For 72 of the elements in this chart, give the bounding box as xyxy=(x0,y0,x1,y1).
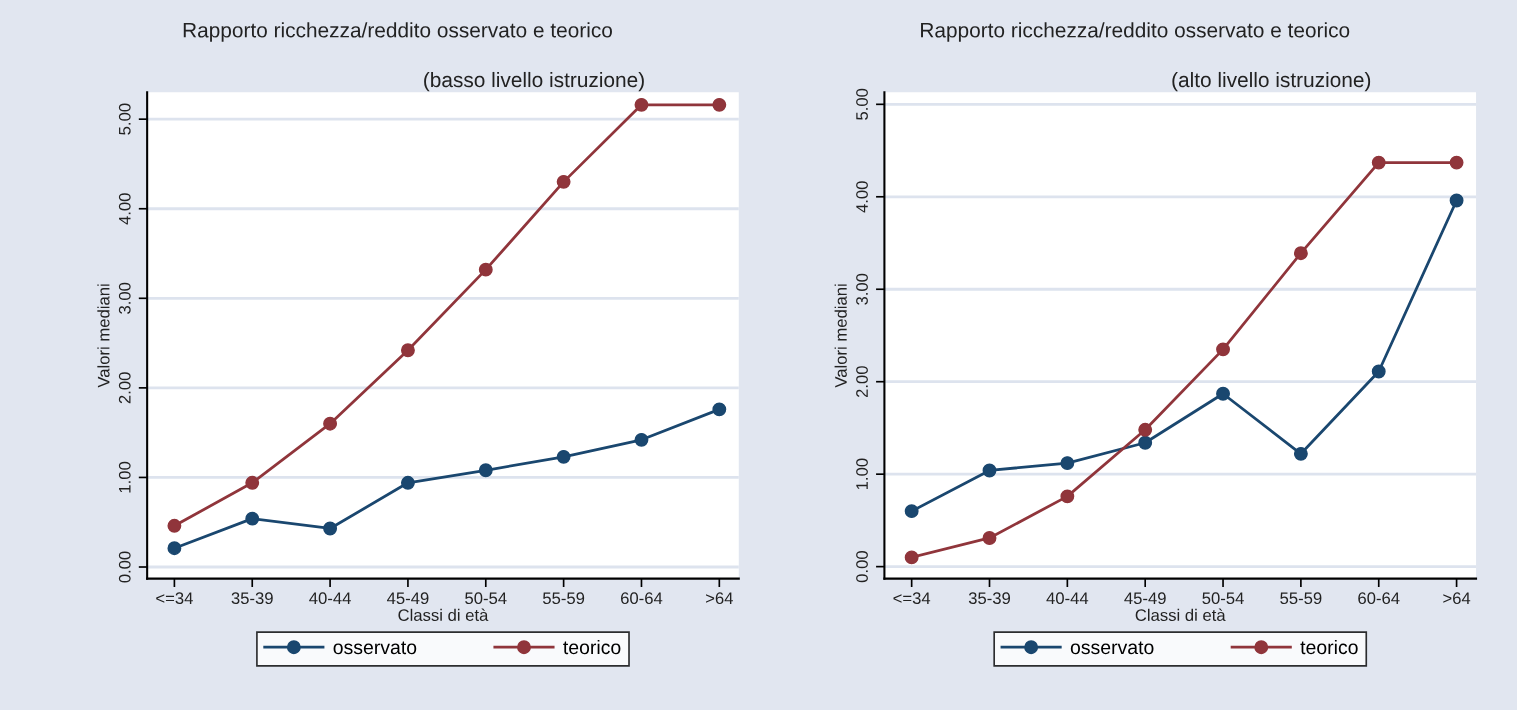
point xyxy=(478,463,493,478)
x-tick-label: <=34 xyxy=(893,592,931,605)
x-tick-label: 45-49 xyxy=(387,592,429,605)
y-tick-label: 0.00 xyxy=(118,551,131,583)
x-tick-label: 40-44 xyxy=(309,592,351,605)
point xyxy=(904,504,919,519)
point xyxy=(1138,435,1153,450)
y-tick-label: 5.00 xyxy=(856,88,868,120)
x-axis-title: Classi di età xyxy=(1135,608,1226,622)
point xyxy=(712,402,727,417)
y-tick-label: 3.00 xyxy=(856,273,868,305)
x-tick-label: >64 xyxy=(1443,592,1471,605)
point xyxy=(1371,364,1386,379)
x-tick-label: 35-39 xyxy=(231,592,273,605)
point xyxy=(400,343,415,358)
x-tick-label: 60-64 xyxy=(1358,592,1400,605)
y-tick-label: 4.00 xyxy=(118,193,131,225)
point xyxy=(982,463,997,478)
chart-title: Rapporto ricchezza/reddito osservato e teorico xyxy=(921,22,1350,42)
point xyxy=(556,174,571,189)
y-axis-title: Valori mediani xyxy=(834,284,847,388)
x-axis-title: Classi di età xyxy=(398,608,489,622)
point xyxy=(1449,155,1464,170)
point xyxy=(634,432,649,447)
x-tick-label: 60-64 xyxy=(621,592,663,605)
y-axis-title: Valori mediani xyxy=(97,284,110,388)
point xyxy=(1449,193,1464,208)
point xyxy=(400,475,415,490)
y-tick-label: 1.00 xyxy=(118,461,131,493)
point xyxy=(1138,422,1153,437)
point xyxy=(167,518,182,533)
point xyxy=(167,541,182,556)
point xyxy=(1293,246,1308,261)
x-tick-label: 50-54 xyxy=(465,592,507,605)
point xyxy=(982,531,997,545)
point xyxy=(323,416,338,431)
x-tick-label: 35-39 xyxy=(968,592,1011,605)
point xyxy=(1371,155,1386,170)
point xyxy=(1216,342,1230,357)
legend-label: teorico xyxy=(1300,639,1358,655)
legend-label: teorico xyxy=(563,639,621,655)
point xyxy=(478,262,493,277)
point xyxy=(556,449,571,464)
y-tick-label: 2.00 xyxy=(856,366,868,398)
x-tick-label: 40-44 xyxy=(1046,592,1089,605)
point xyxy=(1060,489,1075,504)
point xyxy=(245,511,260,526)
y-tick-label: 2.00 xyxy=(118,372,131,404)
x-tick-label: 50-54 xyxy=(1202,592,1244,605)
point xyxy=(1060,456,1075,471)
point xyxy=(245,475,260,490)
x-tick-label: 55-59 xyxy=(1280,592,1322,605)
y-tick-label: 1.00 xyxy=(856,458,868,490)
y-tick-label: 4.00 xyxy=(856,181,868,213)
y-tick-label: 0.00 xyxy=(856,551,868,583)
point xyxy=(904,550,919,565)
point xyxy=(323,521,338,536)
legend-label: osservato xyxy=(1070,641,1154,655)
y-tick-label: 5.00 xyxy=(118,103,131,135)
y-tick-label: 3.00 xyxy=(118,282,131,314)
x-tick-label: <=34 xyxy=(156,592,193,605)
chart-subtitle: (alto livello istruzione) xyxy=(1172,71,1371,92)
point xyxy=(634,97,649,112)
x-tick-label: >64 xyxy=(706,592,733,605)
x-tick-label: 55-59 xyxy=(542,592,585,605)
point xyxy=(712,97,727,112)
point xyxy=(1216,386,1230,401)
chart-title: Rapporto ricchezza/reddito osservato e teorico xyxy=(183,22,612,42)
point xyxy=(1293,446,1308,461)
chart-subtitle: (basso livello istruzione) xyxy=(424,71,644,92)
x-tick-label: 45-49 xyxy=(1124,592,1166,605)
legend-label: osservato xyxy=(333,641,417,655)
